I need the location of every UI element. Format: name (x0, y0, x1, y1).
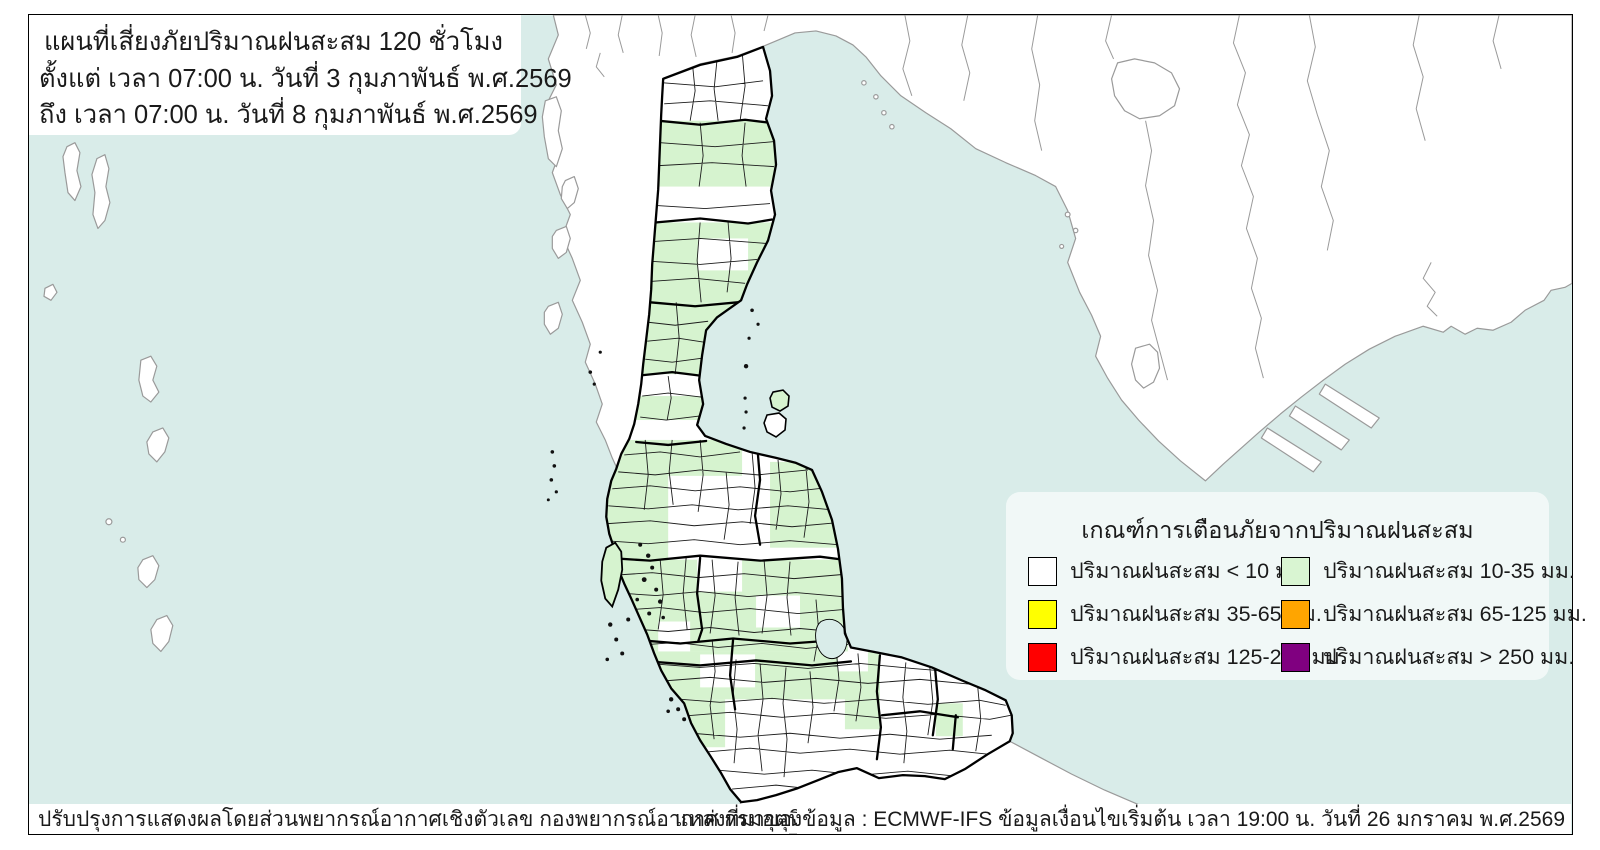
province-boundaries (606, 118, 959, 761)
footer-left-text: ปรับปรุงการแสดงผลโดยส่วนพยากรณ์อากาศเชิง… (38, 807, 879, 831)
phu-quoc-island (1130, 343, 1161, 389)
legend-swatch-orange (1281, 599, 1310, 629)
legend-box: เกณฑ์การเตือนภัยจากปริมาณฝนสะสม ปริมาณฝน… (1006, 492, 1587, 680)
legend-item-lt10: ปริมาณฝนสะสม < 10 มม. (1028, 554, 1309, 588)
phuket-island (600, 541, 624, 609)
phangan-island (763, 412, 787, 438)
legend-item-65-125: ปริมาณฝนสะสม 65-125 มม. (1281, 597, 1587, 631)
legend-swatch-white (1028, 556, 1057, 586)
neighboring-countries-landmass (544, 15, 1572, 482)
map-title-line1: แผนที่เสี่ยงภัยปริมาณฝนสะสม 120 ชั่วโมง (43, 28, 503, 56)
thailand-peninsula-map (29, 15, 1572, 834)
map-title-box: แผนที่เสี่ยงภัยปริมาณฝนสะสม 120 ชั่วโมง … (29, 15, 572, 135)
legend-item-10-35: ปริมาณฝนสะสม 10-35 มม. (1281, 554, 1575, 588)
legend-item-gt250: ปริมาณฝนสะสม > 250 มม. (1281, 640, 1574, 674)
legend-title: เกณฑ์การเตือนภัยจากปริมาณฝนสะสม (1081, 517, 1474, 543)
legend-label: ปริมาณฝนสะสม 10-35 มม. (1323, 559, 1575, 583)
map-title-line3: ถึง เวลา 07:00 น. วันที่ 8 กุมภาพันธ์ พ.… (39, 101, 538, 129)
foreign-internal-borders (584, 15, 1502, 808)
small-islets (546, 308, 760, 722)
songkhla-lake (815, 618, 848, 659)
legend-item-35-65: ปริมาณฝนสะสม 35-65 มม. (1028, 597, 1322, 631)
legend-swatch-purple (1281, 642, 1310, 672)
tonle-sap-lake (1110, 58, 1181, 120)
footer-credit-left: ปรับปรุงการแสดงผลโดยส่วนพยากรณ์อากาศเชิง… (29, 804, 879, 834)
legend-label: ปริมาณฝนสะสม 35-65 มม. (1070, 602, 1322, 626)
andaman-gray-islands (43, 80, 1079, 653)
map-title-line2: ตั้งแต่ เวลา 07:00 น. วันที่ 3 กุมภาพันธ… (39, 64, 572, 93)
legend-label: ปริมาณฝนสะสม 65-125 มม. (1323, 602, 1587, 626)
legend-swatch-lightgreen (1281, 556, 1310, 586)
footer-right-text: แหล่งที่มาของข้อมูล : ECMWF-IFS ข้อมูลเง… (674, 807, 1565, 831)
samui-island (769, 389, 790, 412)
mekong-delta-spits (1260, 383, 1380, 473)
map-frame (28, 14, 1573, 835)
legend-swatch-yellow (1028, 599, 1057, 629)
legend-swatch-red (1028, 642, 1057, 672)
footer-credit-right: แหล่งที่มาของข้อมูล : ECMWF-IFS ข้อมูลเง… (675, 804, 1571, 834)
district-boundaries (606, 50, 1011, 792)
legend-label: ปริมาณฝนสะสม > 250 มม. (1323, 645, 1575, 669)
legend-label: ปริมาณฝนสะสม < 10 มม. (1070, 559, 1310, 583)
